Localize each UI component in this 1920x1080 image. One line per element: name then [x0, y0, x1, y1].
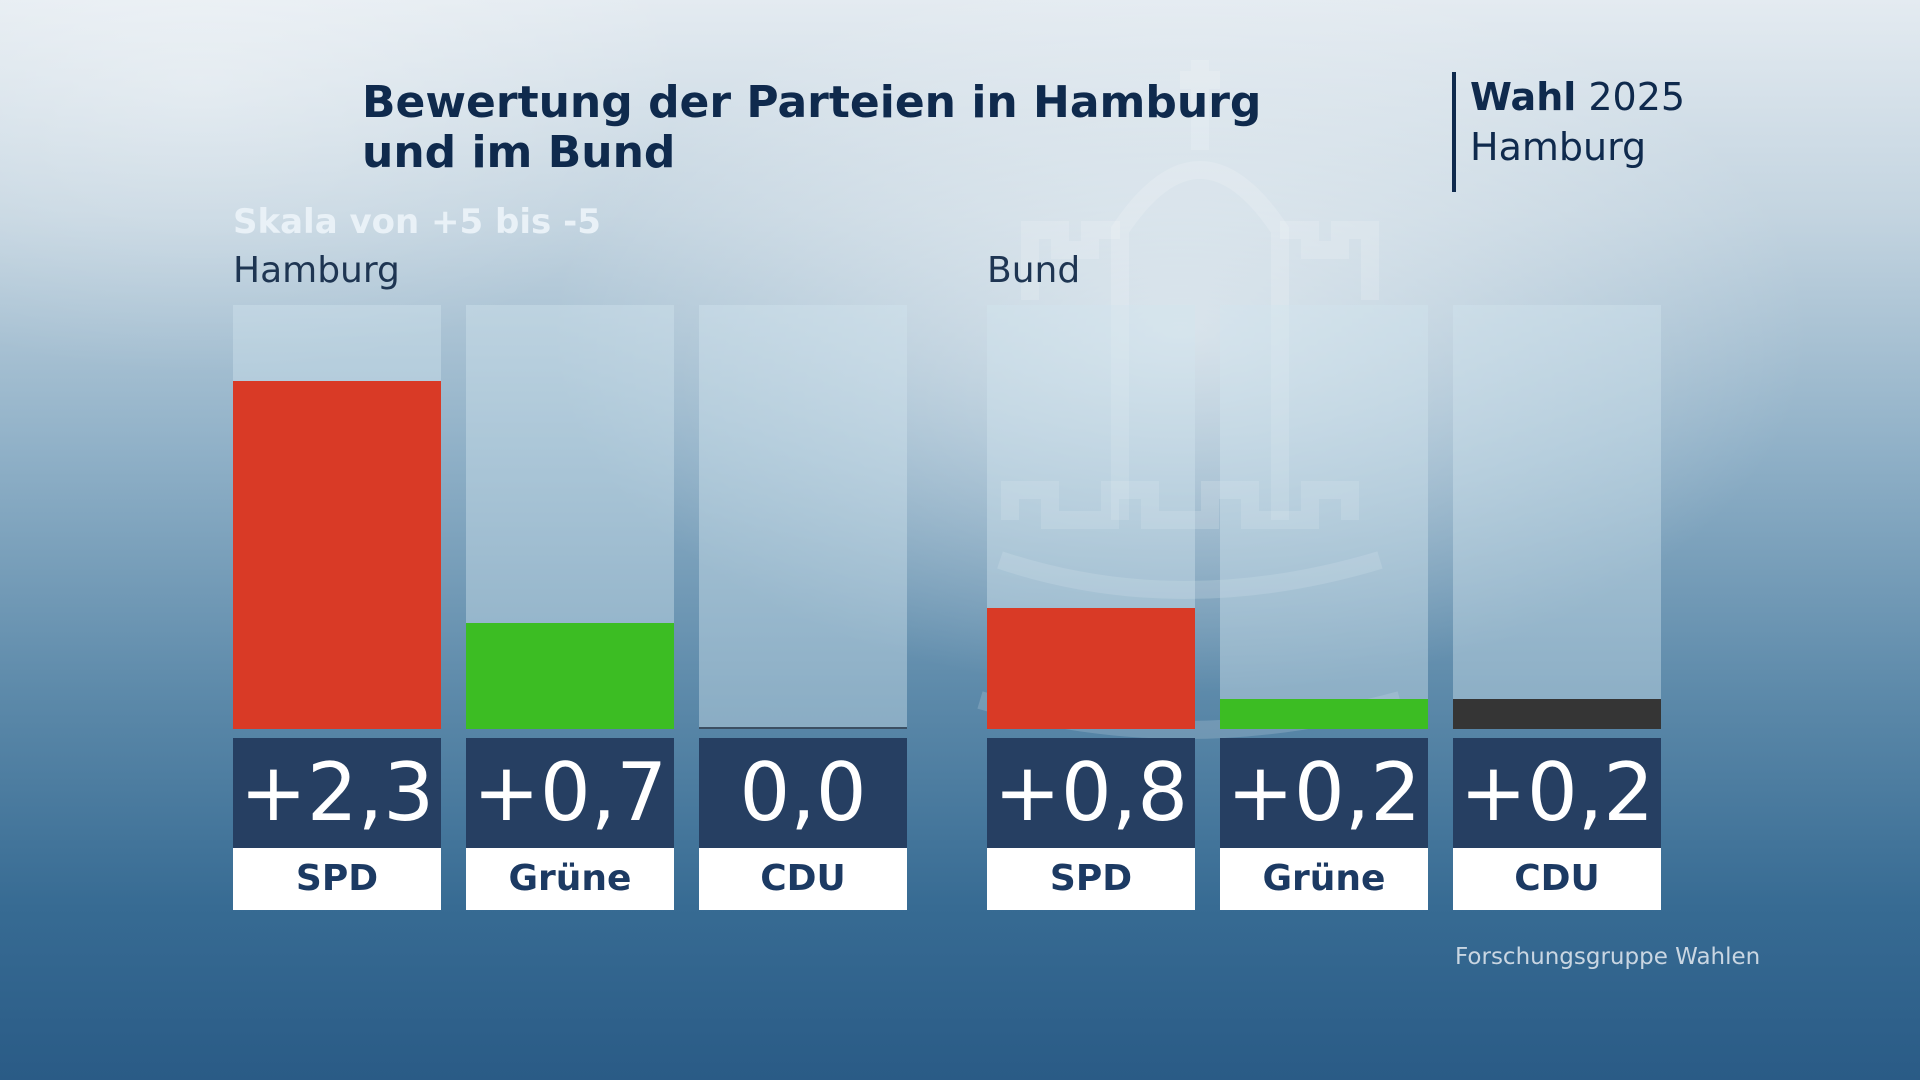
panel-title-hamburg: Hamburg	[233, 250, 400, 291]
value-label-spd: +2,3	[233, 738, 441, 848]
value-label-spd: +0,8	[987, 738, 1195, 848]
value-label-gruene: +0,7	[466, 738, 674, 848]
chart-title-line1: Bewertung der Parteien in Hamburg	[362, 77, 1262, 128]
bar-spd	[987, 608, 1195, 729]
bar-track-gruene	[466, 305, 674, 729]
chart-panel-hamburg: +2,3 SPD +0,7 Grüne 0,0 CDU	[233, 305, 907, 910]
bar-track-cdu	[699, 305, 907, 729]
bar-group-spd: +0,8 SPD	[987, 305, 1195, 910]
category-label-spd: SPD	[987, 848, 1195, 910]
bar-spd	[233, 381, 441, 729]
value-label-cdu: 0,0	[699, 738, 907, 848]
bar-gruene	[1220, 699, 1428, 729]
scale-note: Skala von +5 bis -5	[233, 202, 601, 242]
category-label-gruene: Grüne	[466, 848, 674, 910]
bar-track-gruene	[1220, 305, 1428, 729]
bar-group-cdu: 0,0 CDU	[699, 305, 907, 910]
bar-group-gruene: +0,7 Grüne	[466, 305, 674, 910]
bar-group-gruene: +0,2 Grüne	[1220, 305, 1428, 910]
category-label-cdu: CDU	[1453, 848, 1661, 910]
value-label-cdu: +0,2	[1453, 738, 1661, 848]
election-brand: Wahl 2025 Hamburg	[1452, 72, 1685, 192]
panel-title-bund: Bund	[987, 250, 1081, 291]
chart-title-line2: und im Bund	[362, 127, 676, 178]
bar-group-spd: +2,3 SPD	[233, 305, 441, 910]
source-credit: Forschungsgruppe Wahlen	[1455, 944, 1761, 970]
bar-track-spd	[987, 305, 1195, 729]
chart-panel-bund: +0,8 SPD +0,2 Grüne +0,2 CDU	[987, 305, 1661, 910]
bar-gruene	[466, 623, 674, 729]
category-label-spd: SPD	[233, 848, 441, 910]
bar-cdu-zero-line	[699, 727, 907, 729]
brand-wahl: Wahl	[1470, 75, 1577, 119]
chart-title: Bewertung der Parteien in Hamburg und im…	[362, 78, 1262, 178]
brand-year: 2025	[1588, 75, 1686, 119]
category-label-cdu: CDU	[699, 848, 907, 910]
category-label-gruene: Grüne	[1220, 848, 1428, 910]
brand-region: Hamburg	[1470, 125, 1647, 169]
bar-cdu	[1453, 699, 1661, 729]
value-label-gruene: +0,2	[1220, 738, 1428, 848]
bar-track-cdu	[1453, 305, 1661, 729]
bar-group-cdu: +0,2 CDU	[1453, 305, 1661, 910]
bar-track-spd	[233, 305, 441, 729]
